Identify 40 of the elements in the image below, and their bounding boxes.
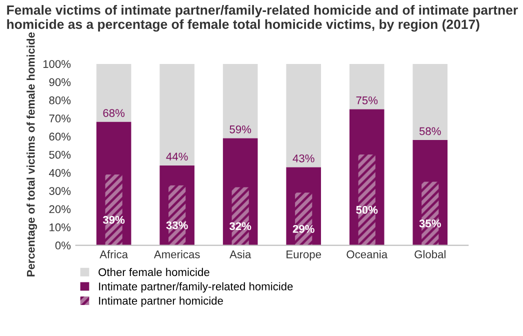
data-label: 29%	[292, 224, 314, 233]
y-tick-label: 20%	[49, 205, 71, 214]
data-label: 32%	[229, 222, 252, 230]
y-tick-label: 40%	[48, 168, 71, 177]
chart-title: Female victims of intimate partner/family-related homicide and of intimate partner homicide as a percentage of female total homicide victims, by region (2017)	[7, 5, 518, 32]
y-tick-label: 100%	[43, 60, 71, 68]
x-tick-label: Africa	[100, 250, 128, 258]
y-tick-label: 50%	[49, 150, 71, 159]
y-tick-label: 70%	[49, 114, 71, 122]
y-tick-label: 90%	[49, 78, 71, 86]
x-tick-label: Asia	[230, 250, 252, 258]
data-label: 50%	[356, 206, 378, 214]
y-tick-label: 60%	[49, 132, 71, 141]
data-label: 68%	[103, 109, 125, 117]
data-label: 39%	[102, 216, 125, 224]
x-tick-label: Global	[414, 250, 446, 258]
bar	[349, 64, 384, 110]
bar	[222, 64, 258, 138]
bar	[96, 64, 132, 122]
legend-label: Other female homicide	[98, 268, 210, 276]
data-label: 58%	[419, 127, 441, 136]
bar	[412, 64, 448, 140]
y-tick-label: 80%	[49, 96, 71, 104]
bar	[160, 64, 194, 166]
data-label: 33%	[166, 221, 188, 230]
y-tick-label: 10%	[50, 223, 71, 232]
data-label: 44%	[166, 152, 188, 160]
data-label: 75%	[356, 96, 378, 104]
y-axis-title: Percentage of total victims of female homicide	[26, 32, 37, 276]
x-tick-label: Americas	[154, 250, 200, 258]
data-label: 59%	[230, 125, 252, 134]
x-tick-label: Oceania	[346, 250, 388, 258]
bar	[286, 64, 321, 168]
legend-label: Intimate partner homicide	[99, 296, 223, 307]
y-tick-label: 0%	[55, 242, 71, 250]
legend-label: Intimate partner/family-related homicide	[99, 282, 293, 293]
y-tick-label: 30%	[49, 187, 71, 195]
data-label: 35%	[419, 220, 441, 228]
data-label: 43%	[292, 154, 314, 162]
x-tick-label: Europe	[286, 250, 322, 260]
